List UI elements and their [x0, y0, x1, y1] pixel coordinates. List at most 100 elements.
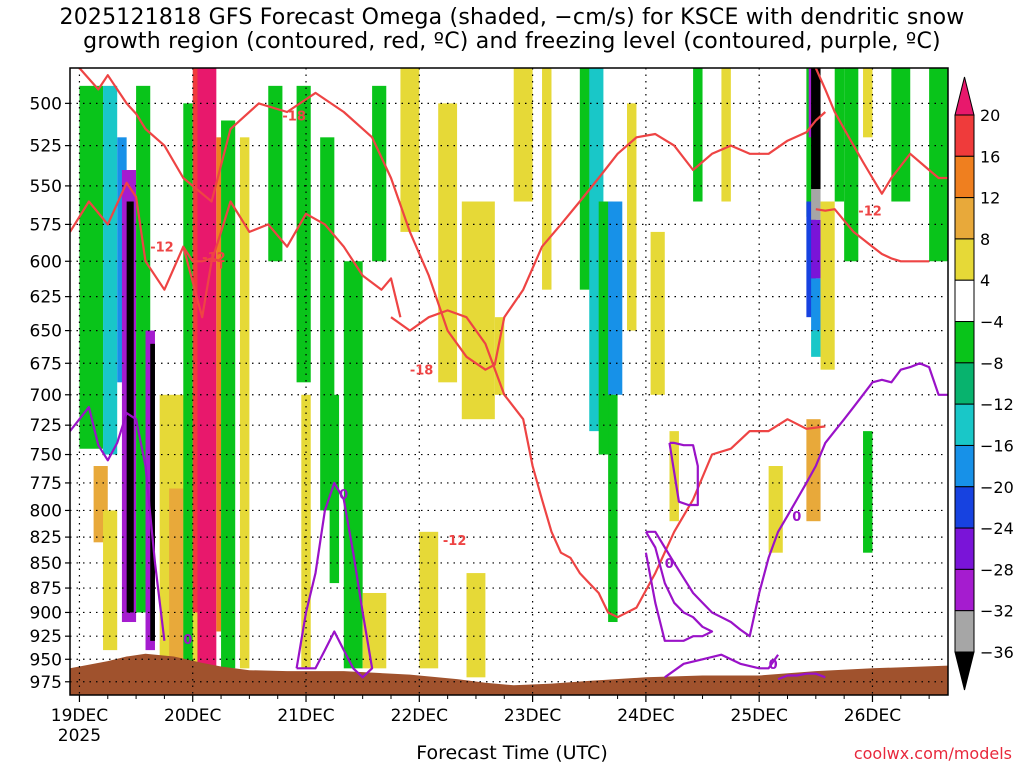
- freezing-level-contour-line: [644, 531, 714, 642]
- colorbar-bottom-arrow: [954, 651, 975, 691]
- omega-cell: [466, 573, 486, 678]
- terrain: [70, 653, 948, 695]
- omega-cell: [627, 103, 637, 331]
- colorbar: 20 16 12 8 4 −4 −8 −12 −16 −20 −24 −28 −32 −36: [954, 76, 1014, 691]
- colorbar-label: −4: [980, 313, 1004, 332]
- colorbar-label: 12: [980, 189, 1000, 208]
- omega-cell: [400, 68, 420, 232]
- y-tick-label: 850: [30, 554, 62, 574]
- colorbar-swatch: [954, 444, 975, 488]
- contour-label: 0: [769, 658, 778, 673]
- x-tick-label: 25DEC: [731, 706, 788, 726]
- colorbar-label: −12: [980, 395, 1014, 414]
- colorbar-swatch: [954, 486, 975, 529]
- colorbar-label: −24: [980, 519, 1014, 538]
- dgz-contour-line: [78, 68, 827, 371]
- colorbar-label: −8: [980, 354, 1004, 373]
- x-tick-label: 24DEC: [617, 706, 674, 726]
- colorbar-swatch: [954, 610, 975, 653]
- omega-cell: [461, 201, 495, 420]
- contour-label: 0: [665, 557, 674, 572]
- contour-label: -12: [858, 205, 882, 220]
- colorbar-swatch: [954, 155, 975, 199]
- omega-cell: [126, 201, 134, 613]
- omega-cell: [811, 278, 821, 331]
- colorbar-swatch: [954, 279, 975, 323]
- colorbar-swatch: [954, 238, 975, 281]
- freezing-level-contour-line: [668, 441, 699, 507]
- y-tick-label: 975: [30, 673, 62, 693]
- y-tick-label: 925: [30, 627, 62, 647]
- omega-cell: [820, 201, 835, 370]
- omega-cell: [197, 68, 217, 669]
- x-year-label: 2025: [58, 726, 101, 746]
- colorbar-label: 8: [980, 230, 990, 249]
- omega-cell: [343, 261, 363, 669]
- contour-label: 0: [183, 633, 192, 648]
- x-tick-label: 22DEC: [391, 706, 448, 726]
- y-tick-label: 900: [30, 603, 62, 623]
- omega-cell: [863, 431, 873, 553]
- omega-cell: [863, 68, 873, 138]
- y-axis: 500 525 550 575 600 625 650 675 700 725 750 775 800 8…: [30, 94, 70, 693]
- dgz-contour-line: [390, 309, 826, 619]
- plot-border: [69, 67, 949, 696]
- colorbar-swatch: [954, 403, 975, 446]
- colorbar-label: −16: [980, 436, 1014, 455]
- freezing-level-contour-line: [645, 362, 948, 638]
- omega-cell: [216, 137, 222, 632]
- colorbar-swatch: [954, 527, 975, 570]
- dgz-contour-line: [815, 208, 930, 263]
- omega-cell: [834, 68, 845, 202]
- freezing-level-contour-line: [70, 406, 166, 641]
- y-tick-label: 500: [30, 94, 62, 114]
- colorbar-swatch: [954, 321, 975, 364]
- freezing-level-contour-line: [664, 653, 780, 679]
- contour-label: -18: [282, 109, 306, 124]
- colorbar-label: −28: [980, 560, 1014, 579]
- omega-cell: [721, 68, 731, 202]
- dgz-contour-line: [70, 181, 402, 319]
- x-tick-label: 26DEC: [844, 706, 901, 726]
- contour-label: -12: [202, 251, 226, 266]
- credit-link[interactable]: coolwx.com/models: [853, 744, 1012, 763]
- y-tick-label: 650: [30, 322, 62, 342]
- colorbar-label: 4: [980, 271, 990, 290]
- dgz-contour-line: [182, 246, 223, 269]
- omega-cell: [608, 201, 623, 395]
- colorbar-label: −20: [980, 478, 1014, 497]
- omega-cell: [650, 231, 665, 395]
- x-tick-label: 21DEC: [277, 706, 334, 726]
- x-axis-label: Forecast Time (UTC): [416, 742, 608, 764]
- freezing-level-contour-line: [777, 672, 826, 681]
- colorbar-label: 16: [980, 147, 1000, 166]
- x-tick-label: 20DEC: [164, 706, 221, 726]
- omega-cell: [542, 68, 552, 290]
- omega-cell: [103, 85, 118, 455]
- y-tick-label: 725: [30, 416, 62, 436]
- omega-cell: [811, 219, 821, 279]
- y-tick-label: 575: [30, 215, 62, 235]
- contour-label: -12: [443, 534, 467, 549]
- y-tick-label: 700: [30, 386, 62, 406]
- contour-label: 0: [339, 488, 348, 503]
- plot-frame: [69, 67, 949, 696]
- omega-cell: [419, 531, 439, 669]
- colorbar-swatch: [954, 362, 975, 405]
- contour-label: -12: [150, 241, 174, 256]
- y-tick-label: 550: [30, 177, 62, 197]
- y-tick-label: 875: [30, 579, 62, 599]
- chart-title-line1: 2025121818 GFS Forecast Omega (shaded, −…: [59, 5, 965, 30]
- omega-cell: [693, 68, 703, 202]
- y-tick-label: 750: [30, 446, 62, 466]
- omega-cell: [608, 394, 618, 623]
- contour-label: 0: [792, 510, 801, 525]
- omega-cell: [169, 488, 184, 660]
- chart-title-line2: growth region (contoured, red, ºC) and f…: [83, 29, 941, 54]
- dgz-contour-line: [814, 68, 948, 195]
- y-tick-label: 825: [30, 528, 62, 548]
- omega-cell: [268, 85, 283, 262]
- y-tick-label: 625: [30, 288, 62, 308]
- x-tick-label: 23DEC: [504, 706, 561, 726]
- omega-cell: [513, 68, 533, 202]
